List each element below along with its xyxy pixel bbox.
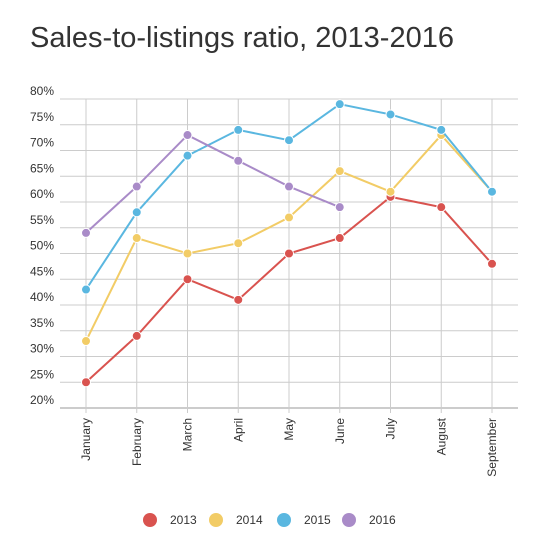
legend-label-2015: 2015 bbox=[304, 513, 331, 527]
y-tick-label: 65% bbox=[30, 161, 54, 175]
data-point-2015 bbox=[385, 109, 396, 120]
legend-marker-2015 bbox=[277, 513, 291, 527]
x-tick-label: June bbox=[333, 418, 347, 444]
x-axis-ticks: January February March April May June July Augu… bbox=[79, 417, 499, 476]
legend-label-2013: 2013 bbox=[170, 513, 197, 527]
y-tick-label: 30% bbox=[30, 342, 54, 356]
y-tick-label: 50% bbox=[30, 239, 54, 253]
data-point-2013 bbox=[284, 248, 294, 259]
data-point-2015 bbox=[131, 207, 142, 218]
data-point-2013 bbox=[334, 233, 345, 244]
data-point-2014 bbox=[233, 238, 244, 249]
x-tick-label: September bbox=[485, 418, 499, 477]
grid-lines bbox=[60, 98, 518, 413]
legend-label-2016: 2016 bbox=[369, 513, 396, 527]
y-tick-label: 35% bbox=[30, 316, 54, 330]
data-point-2015 bbox=[182, 150, 193, 161]
data-point-2013 bbox=[436, 202, 447, 213]
data-point-2014 bbox=[334, 166, 345, 177]
data-point-2014 bbox=[284, 212, 294, 223]
legend-label-2014: 2014 bbox=[236, 513, 263, 527]
data-point-2016 bbox=[233, 155, 244, 166]
data-point-2015 bbox=[233, 124, 244, 135]
x-tick-label: July bbox=[384, 418, 398, 439]
x-tick-label: February bbox=[130, 418, 144, 466]
y-tick-label: 60% bbox=[30, 187, 54, 201]
data-point-2016 bbox=[81, 227, 91, 238]
data-point-2015 bbox=[284, 135, 294, 146]
data-point-2013 bbox=[81, 377, 91, 388]
x-tick-label: August bbox=[434, 417, 448, 455]
y-tick-label: 55% bbox=[30, 213, 54, 227]
data-point-2014 bbox=[131, 233, 142, 244]
data-point-2013 bbox=[233, 294, 244, 305]
data-point-2014 bbox=[385, 186, 396, 197]
data-point-2013 bbox=[182, 274, 193, 285]
chart-title: Sales-to-listings ratio, 2013-2016 bbox=[30, 22, 454, 54]
series-lines bbox=[81, 99, 497, 388]
x-tick-label: January bbox=[79, 418, 93, 461]
y-tick-label: 80% bbox=[30, 84, 54, 98]
data-point-2014 bbox=[182, 248, 193, 259]
y-tick-label: 20% bbox=[30, 393, 54, 407]
y-tick-label: 70% bbox=[30, 136, 54, 150]
legend-marker-2016 bbox=[342, 513, 356, 527]
y-tick-label: 75% bbox=[30, 110, 54, 124]
legend-marker-2014 bbox=[209, 513, 223, 527]
data-point-2014 bbox=[81, 336, 91, 347]
x-tick-label: April bbox=[231, 418, 245, 442]
y-tick-label: 25% bbox=[30, 367, 54, 381]
legend: 2013 2014 2015 2016 bbox=[143, 513, 396, 527]
data-point-2013 bbox=[487, 258, 497, 269]
y-tick-label: 45% bbox=[30, 264, 54, 278]
data-point-2016 bbox=[284, 181, 294, 192]
x-tick-label: March bbox=[181, 418, 195, 451]
series-line-2016 bbox=[85, 133, 341, 234]
data-point-2013 bbox=[131, 330, 142, 341]
data-point-2015 bbox=[81, 284, 91, 295]
data-point-2015 bbox=[334, 99, 345, 110]
y-axis-ticks: 20% 25% 30% 35% 40% 45% 50% 55% 60% 65% 70% 75% 80% bbox=[30, 84, 54, 407]
data-point-2016 bbox=[334, 202, 345, 213]
data-point-2016 bbox=[182, 130, 193, 141]
data-point-2016 bbox=[131, 181, 142, 192]
data-point-2015 bbox=[487, 186, 497, 197]
y-tick-label: 40% bbox=[30, 290, 54, 304]
legend-marker-2013 bbox=[143, 513, 157, 527]
x-tick-label: May bbox=[282, 418, 296, 441]
data-point-2015 bbox=[436, 124, 447, 135]
